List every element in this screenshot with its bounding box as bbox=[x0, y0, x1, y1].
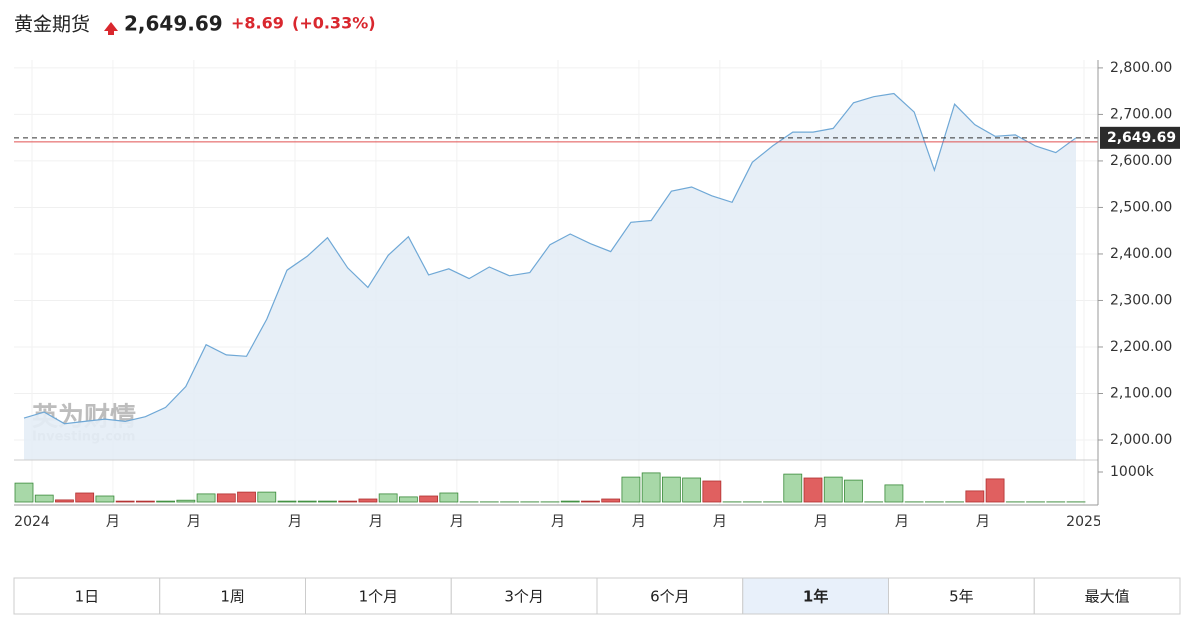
x-tick-label: 月 bbox=[551, 514, 565, 530]
volume-bar bbox=[197, 494, 215, 502]
volume-bar bbox=[96, 496, 114, 502]
volume-bar bbox=[602, 499, 620, 502]
volume-bar bbox=[885, 485, 903, 502]
volume-bar bbox=[662, 477, 680, 502]
volume-bar bbox=[359, 499, 377, 502]
x-tick-label: 月 bbox=[632, 514, 646, 530]
x-tick-label: 月 bbox=[713, 514, 727, 530]
x-tick-label: 月 bbox=[450, 514, 464, 530]
volume-bar bbox=[35, 495, 53, 502]
area bbox=[24, 94, 1076, 461]
volume-tick-label: 1000k bbox=[1110, 464, 1155, 480]
volume-bar bbox=[177, 500, 195, 502]
range-button-label[interactable]: 1个月 bbox=[359, 588, 399, 606]
chart: 2,000.00 2,100.00 2,200.00 2,300.00 2,400.00… bbox=[14, 60, 1180, 530]
change-pct: (+0.33%) bbox=[292, 14, 376, 33]
volume-bar bbox=[622, 477, 640, 502]
volume-bar bbox=[844, 480, 862, 502]
volume-bar bbox=[966, 491, 984, 502]
range-buttons: 1日 1周 1个月 3个月 6个月 1年 5年 最大值 bbox=[14, 578, 1180, 614]
up-arrow bbox=[104, 22, 118, 35]
y-tick-label: 2,300.00 bbox=[1110, 292, 1172, 308]
volume-bar bbox=[581, 501, 599, 502]
current-price-label: 2,649.69 bbox=[1107, 130, 1176, 146]
volume-bar bbox=[703, 481, 721, 502]
range-button-label[interactable]: 1日 bbox=[75, 588, 100, 606]
volume-bar bbox=[217, 494, 235, 502]
range-button-label[interactable]: 最大值 bbox=[1085, 588, 1130, 606]
volume-bar bbox=[15, 483, 33, 502]
volume-bar bbox=[642, 473, 660, 502]
x-tick-label: 2025 bbox=[1066, 514, 1102, 530]
volume-bar bbox=[136, 501, 154, 502]
change: +8.69 bbox=[231, 14, 284, 33]
y-tick-label: 2,100.00 bbox=[1110, 385, 1172, 401]
range-button-label[interactable]: 1周 bbox=[220, 588, 245, 606]
range-button-label[interactable]: 1年 bbox=[803, 588, 828, 606]
volume-bar bbox=[76, 493, 94, 502]
volume-bar bbox=[804, 478, 822, 502]
volume-bar bbox=[561, 501, 579, 502]
x-tick-label: 月 bbox=[895, 514, 909, 530]
y-tick-label: 2,600.00 bbox=[1110, 153, 1172, 169]
y-tick-label: 2,200.00 bbox=[1110, 339, 1172, 355]
volume-bar bbox=[278, 501, 296, 502]
volume-bar bbox=[339, 501, 357, 502]
range-button-label[interactable]: 6个月 bbox=[650, 588, 690, 606]
volume-bar bbox=[399, 497, 417, 502]
y-tick-label: 2,000.00 bbox=[1110, 432, 1172, 448]
volume-bar bbox=[824, 477, 842, 502]
x-tick-label: 月 bbox=[288, 514, 302, 530]
y-tick-label: 2,800.00 bbox=[1110, 60, 1172, 76]
x-tick-label: 月 bbox=[814, 514, 828, 530]
volume-bar bbox=[420, 496, 438, 502]
volume-bar bbox=[258, 492, 276, 502]
y-tick-label: 2,700.00 bbox=[1110, 106, 1172, 122]
volume-bar bbox=[440, 493, 458, 502]
x-tick-label: 2024 bbox=[14, 514, 50, 530]
y-tick-label: 2,400.00 bbox=[1110, 246, 1172, 262]
volume-bar bbox=[298, 501, 316, 502]
volume-bar bbox=[116, 501, 134, 502]
volume-bar bbox=[55, 500, 73, 502]
volume-bar bbox=[157, 501, 175, 502]
range-button-label[interactable]: 3个月 bbox=[504, 588, 544, 606]
range-button-label[interactable]: 5年 bbox=[949, 588, 974, 606]
x-tick-label: 月 bbox=[976, 514, 990, 530]
volume-bar bbox=[986, 479, 1004, 502]
volume-bar bbox=[318, 501, 336, 502]
x-tick-label: 月 bbox=[106, 514, 120, 530]
y-tick-label: 2,500.00 bbox=[1110, 199, 1172, 215]
volume-bar bbox=[784, 474, 802, 502]
volume-bar bbox=[379, 494, 397, 502]
price: 2,649.69 bbox=[124, 12, 223, 36]
x-tick-label: 月 bbox=[187, 514, 201, 530]
volume-bar bbox=[238, 492, 256, 502]
instrument-title: 黄金期货 bbox=[14, 14, 90, 36]
volume-bar bbox=[683, 478, 701, 502]
x-tick-label: 月 bbox=[369, 514, 383, 530]
